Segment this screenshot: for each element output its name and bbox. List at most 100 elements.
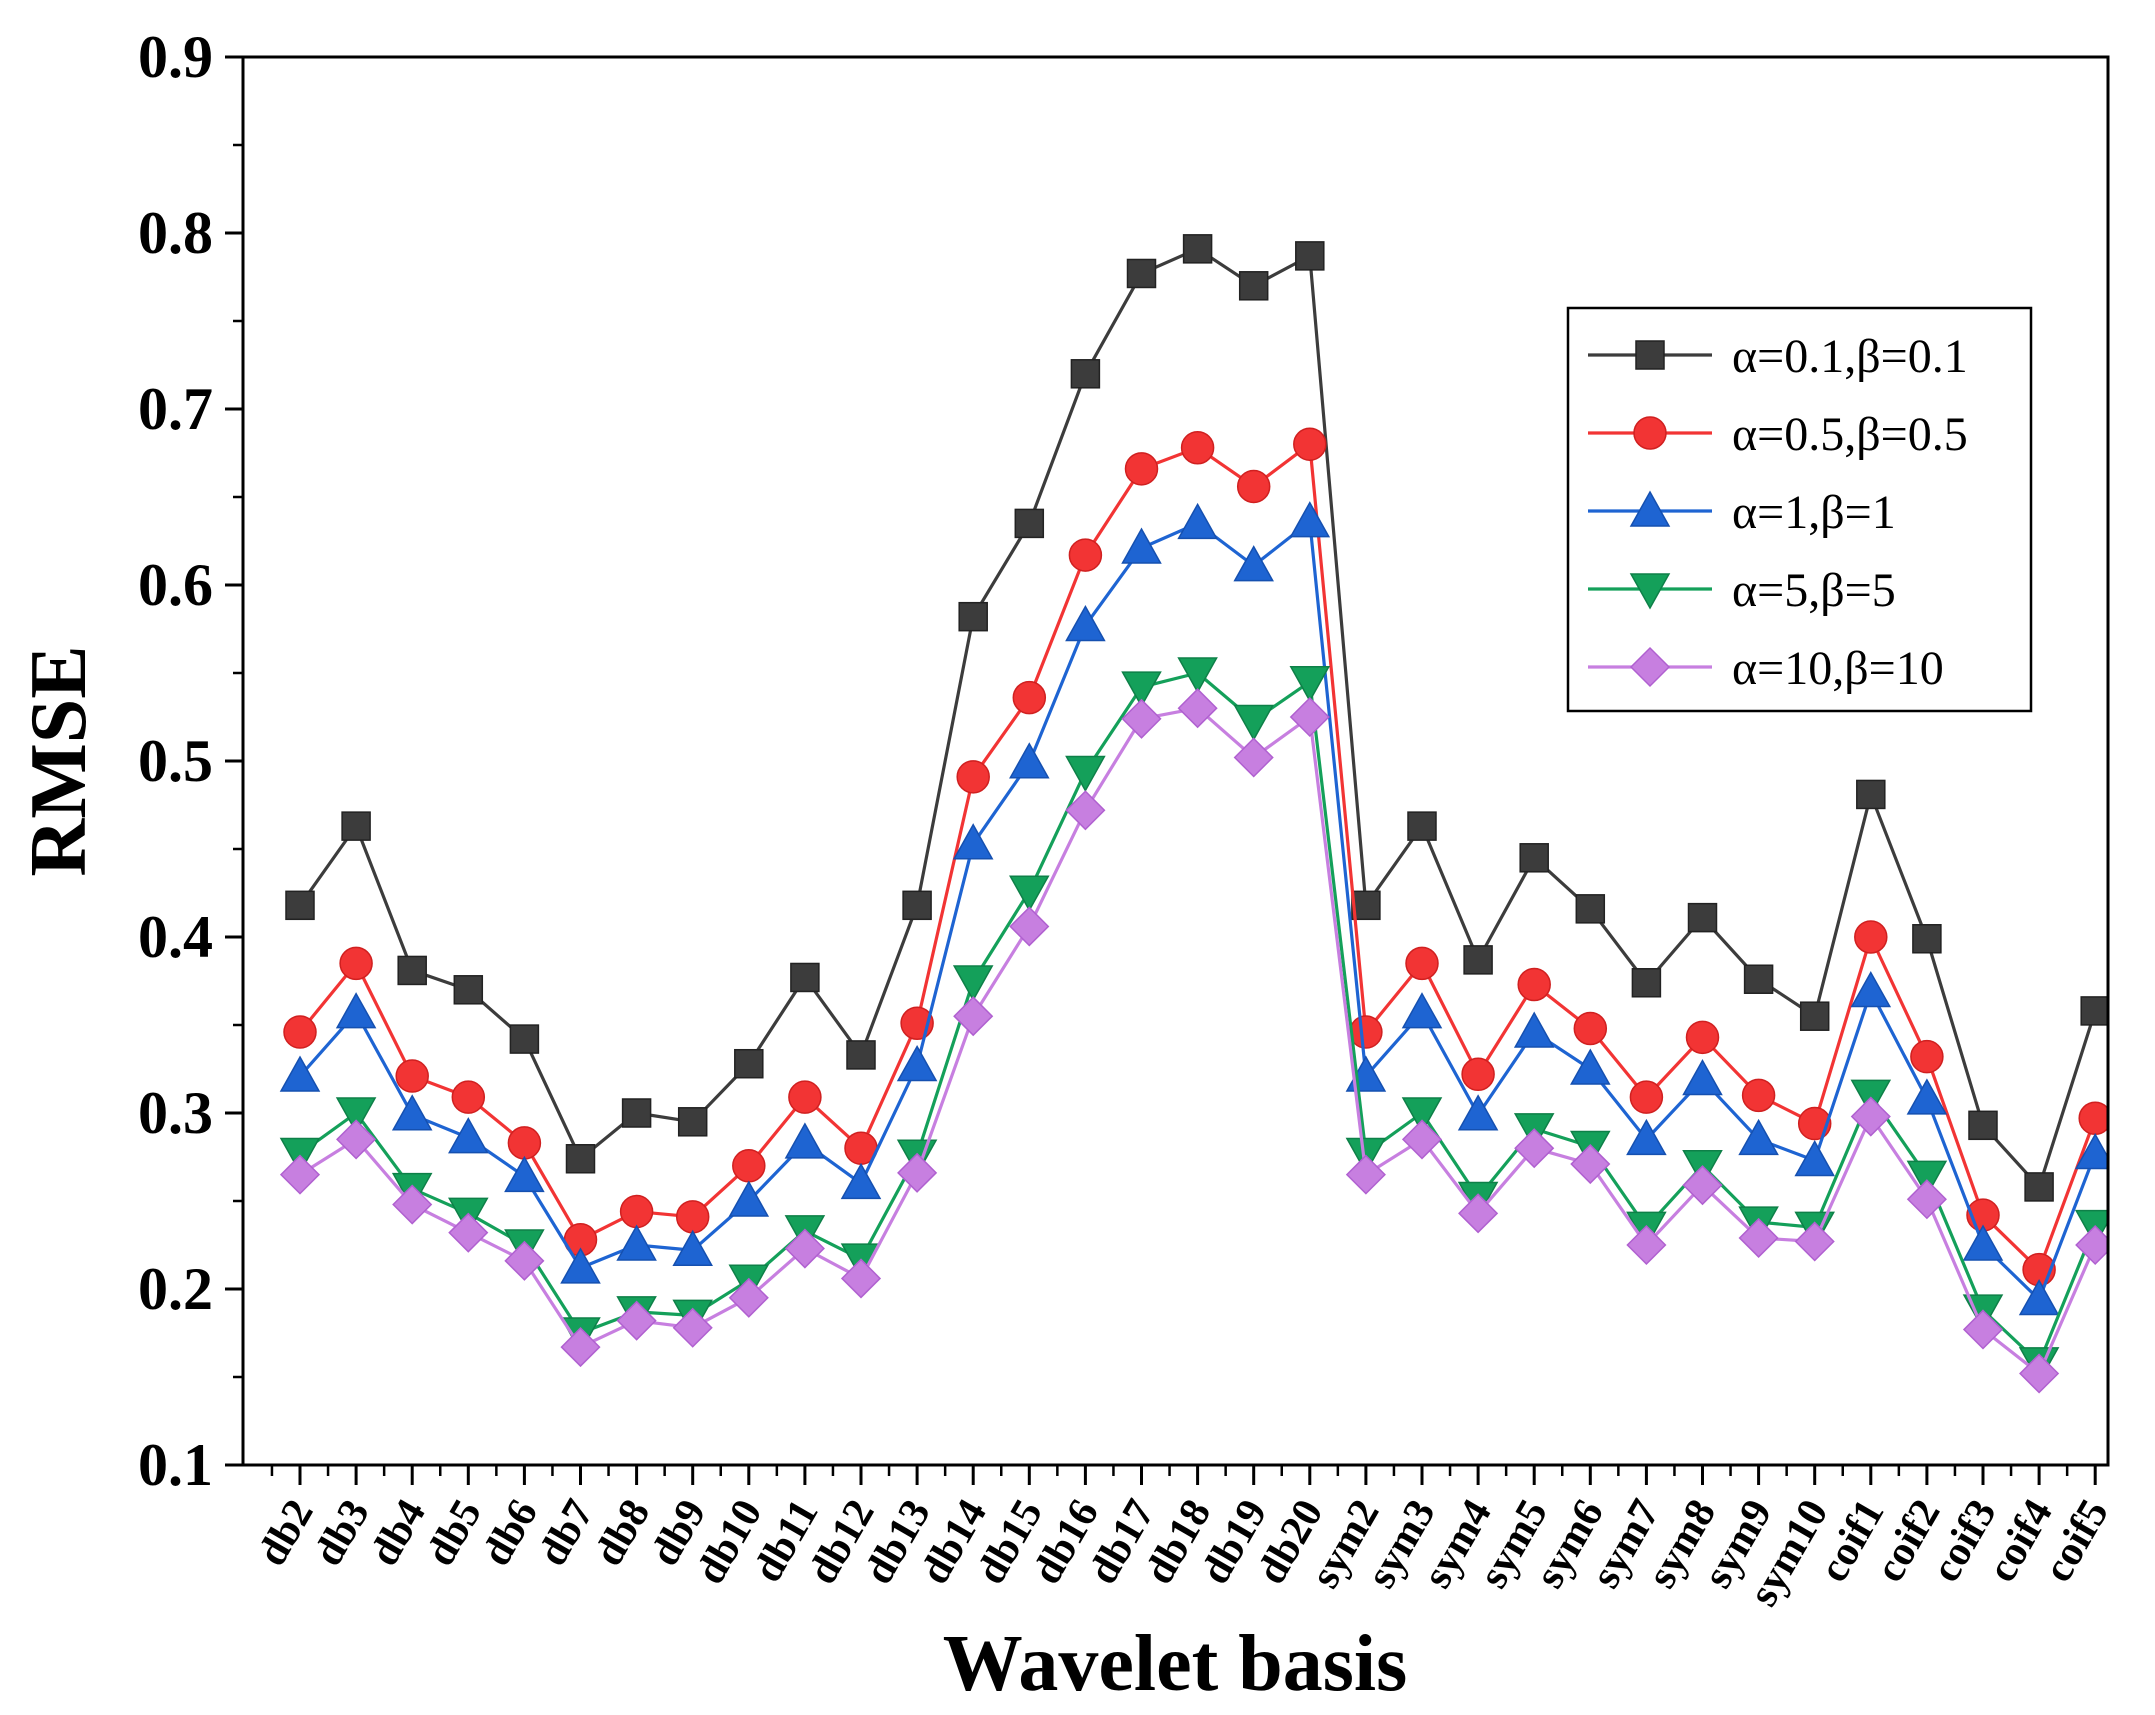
triangle-up-point xyxy=(616,1224,657,1261)
diamond-point xyxy=(504,1240,545,1281)
triangle-up-point xyxy=(1682,1059,1723,1096)
triangle-up-point xyxy=(1065,604,1106,642)
diamond-point xyxy=(1121,698,1162,739)
diamond-point xyxy=(728,1277,769,1318)
triangle-up-point xyxy=(1513,1011,1555,1048)
triangle-down-point xyxy=(1065,755,1106,793)
x-tick-label: db3 xyxy=(305,1492,379,1574)
triangle-down-point xyxy=(2074,1209,2108,1247)
square-point xyxy=(509,1024,540,1054)
triangle-up-point xyxy=(1401,992,1443,1029)
square-point xyxy=(1463,945,1493,975)
y-axis-ticks: 0.1 0.2 0.3 0.4 0.5 0.6 0.7 0.8 0.9 xyxy=(138,24,243,1498)
circle-point xyxy=(675,1200,710,1234)
triangle-up-point xyxy=(335,992,377,1029)
y-tick-label: 0.9 xyxy=(138,24,213,90)
circle-point xyxy=(1517,967,1551,1002)
triangle-up-point xyxy=(391,1094,433,1131)
triangle-up-point xyxy=(448,1117,489,1154)
diamond-point xyxy=(1570,1143,1611,1185)
circle-point xyxy=(395,1059,429,1093)
triangle-up-point xyxy=(1738,1118,1779,1156)
circle-point xyxy=(1854,920,1888,954)
y-tick-label: 0.8 xyxy=(138,200,213,266)
circle-point xyxy=(732,1149,766,1183)
diamond-point xyxy=(1009,906,1050,947)
triangle-down-point xyxy=(1121,671,1162,708)
circle-point xyxy=(1068,538,1103,572)
series-5 xyxy=(279,688,2108,1394)
square-point xyxy=(1182,234,1213,264)
square-point xyxy=(1407,811,1437,841)
circle-point xyxy=(1180,430,1215,465)
x-tick-label: coif5 xyxy=(2035,1492,2118,1590)
legend: α=0.1,β=0.1 α=0.5,β=0.5 α=1,β=1 α=5,β=5 α=10… xyxy=(1566,306,2033,713)
diamond-point xyxy=(1626,1224,1667,1266)
diamond-point xyxy=(1065,790,1106,831)
diamond-point xyxy=(1629,646,1671,688)
y-axis-title: RMSE xyxy=(15,645,103,876)
square-point xyxy=(677,1107,708,1137)
diamond-point xyxy=(784,1228,825,1269)
circle-point xyxy=(1461,1057,1495,1092)
square-point xyxy=(1070,359,1101,389)
triangle-up-point xyxy=(1906,1078,1948,1115)
diamond-point xyxy=(1682,1165,1723,1206)
legend-entry-3: α=1,β=1 xyxy=(1588,486,1896,539)
triangle-up-point xyxy=(1850,971,1892,1008)
plot-frame xyxy=(241,55,2110,1467)
square-point xyxy=(1968,1110,1998,1141)
legend-label: α=0.1,β=0.1 xyxy=(1732,330,1968,383)
triangle-down-point xyxy=(1906,1160,1948,1197)
diamond-point xyxy=(1514,1128,1555,1169)
y-tick-label: 0.7 xyxy=(138,376,213,442)
diamond-point xyxy=(448,1212,489,1253)
square-point xyxy=(1351,890,1381,921)
square-point xyxy=(1519,843,1549,873)
diamond-point xyxy=(1458,1193,1499,1234)
y-tick-label: 0.4 xyxy=(138,904,213,970)
circle-point xyxy=(1124,452,1159,486)
diamond-point xyxy=(616,1300,657,1341)
diamond-point xyxy=(1233,737,1274,778)
square-point xyxy=(846,1040,876,1070)
square-point xyxy=(1238,271,1269,301)
triangle-down-point xyxy=(1629,573,1671,610)
triangle-up-point xyxy=(504,1155,545,1193)
square-point xyxy=(958,601,988,632)
triangle-up-point xyxy=(784,1122,826,1159)
series-layer xyxy=(279,234,2108,1394)
legend-label: α=5,β=5 xyxy=(1732,564,1896,617)
circle-point xyxy=(1685,1020,1720,1055)
square-point xyxy=(285,890,315,921)
square-point xyxy=(902,890,932,921)
x-tick-label: db7 xyxy=(529,1492,603,1574)
diamond-point xyxy=(1906,1179,1947,1220)
triangle-up-point xyxy=(840,1162,882,1200)
x-tick-label: db8 xyxy=(586,1492,660,1574)
diamond-point xyxy=(1345,1154,1386,1195)
circle-point xyxy=(1633,416,1667,450)
triangle-up-point xyxy=(952,823,994,860)
circle-point xyxy=(619,1194,654,1229)
square-point xyxy=(621,1098,652,1128)
circle-point xyxy=(788,1080,822,1114)
legend-entry-4: α=5,β=5 xyxy=(1588,564,1896,617)
series-1 xyxy=(285,234,2108,1202)
legend-label: α=1,β=1 xyxy=(1732,486,1896,539)
triangle-up-point xyxy=(279,1055,321,1092)
triangle-up-point xyxy=(672,1229,713,1267)
square-point xyxy=(1014,508,1045,539)
square-point xyxy=(1126,258,1157,289)
square-point xyxy=(2080,996,2108,1026)
circle-point xyxy=(283,1015,317,1049)
diamond-point xyxy=(672,1307,713,1348)
circle-point xyxy=(1236,469,1271,504)
x-axis-title: Wavelet basis xyxy=(943,1620,1407,1708)
triangle-down-point xyxy=(1009,875,1050,912)
triangle-down-point xyxy=(1289,666,1331,703)
diamond-point xyxy=(840,1258,882,1299)
diamond-point xyxy=(1289,696,1330,738)
diamond-point xyxy=(1962,1309,2004,1350)
